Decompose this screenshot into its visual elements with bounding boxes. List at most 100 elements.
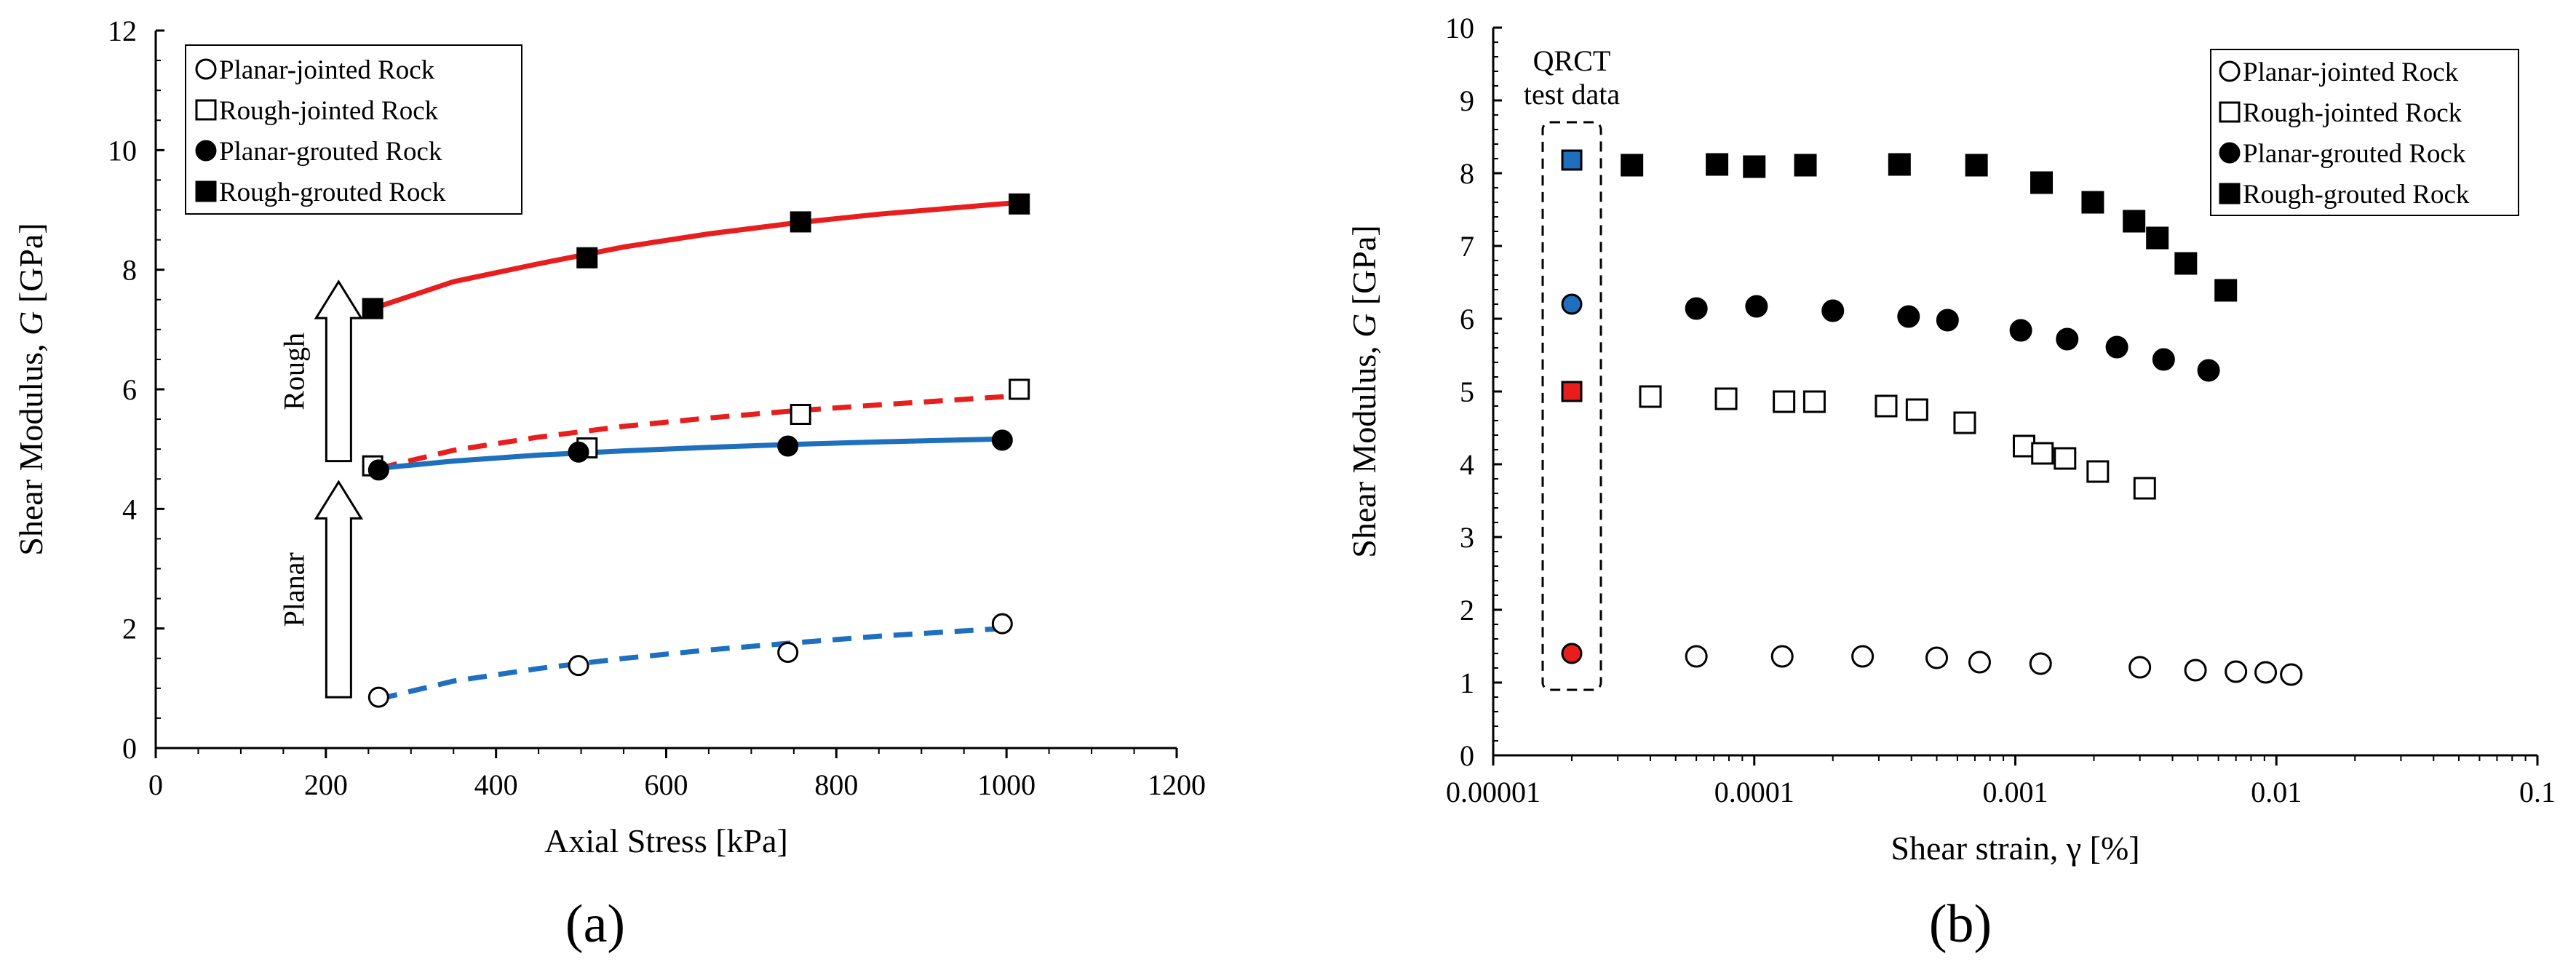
y-tick-label: 2 [1460,594,1474,627]
point-rough-grouted-rock [1794,154,1817,177]
point-rough-jointed-rock [1714,387,1738,410]
legend-label-planar-jointed-rock: Planar-jointed Rock [219,55,435,85]
point-rough-grouted-rock [1706,153,1729,176]
legend-label-rough-grouted-rock: Rough-grouted Rock [2243,180,2470,210]
x-tick-label: 600 [645,768,688,801]
x-tick-label: 200 [304,768,348,801]
legend-marker-rough-jointed-rock [195,99,217,121]
y-tick-label: 4 [1460,448,1474,481]
arrow-rough [314,279,364,463]
y-tick-label: 4 [122,493,137,525]
y-tick-label: 8 [1460,157,1474,190]
y-tick-label: 8 [122,254,137,287]
point-planar-grouted-rock [991,429,1013,451]
legend-label-planar-grouted-rock: Planar-grouted Rock [2243,139,2466,169]
y-tick-label: 1 [1460,667,1474,699]
legend-label-planar-jointed-rock: Planar-jointed Rock [2243,57,2459,87]
point-rough-jointed-rock [1875,394,1898,418]
x-tick-label: 0.01 [2251,776,2302,808]
point-planar-grouted-rock [1897,305,1920,328]
point-rough-grouted-rock [790,211,811,233]
y-axis-label-unit: [GPa] [1345,225,1383,313]
point-planar-grouted-rock [1821,299,1845,322]
point-planar-grouted-rock [367,459,389,481]
y-tick-label: 2 [122,613,137,645]
point-planar-jointed-rock [2225,660,2248,683]
legend-marker-rough-grouted-rock [195,180,217,202]
point-rough-grouted-rock [2174,252,2198,275]
point-planar-grouted-rock [1685,297,1708,320]
chart-panel-a: Rough Planar 0 2 4 6 8 10 12 0 200 400 600 800 1000 12… [12,15,1206,954]
point-rough-jointed-rock [1802,390,1826,413]
point-rough-grouted-rock [2081,191,2104,214]
y-tick-label: 6 [122,373,137,406]
point-planar-jointed-rock [568,655,589,677]
point-rough-jointed-rock [2054,447,2077,470]
y-axis-label: Shear Modulus, G [GPa] [12,223,49,555]
panel-b-label: (b) [1929,894,1992,954]
point-rough-grouted-rock [2030,171,2054,194]
point-planar-jointed-rock [1925,646,1949,669]
qrct-point-circle [1561,643,1583,664]
point-rough-grouted-rock [2123,210,2146,233]
point-planar-grouted-rock [2105,335,2128,359]
y-tick-label: 10 [1445,12,1474,44]
x-tick-label: 1200 [1148,768,1206,801]
x-axis-label: Shear strain, γ [%] [1891,830,2139,867]
y-tick-label: 0 [122,732,137,765]
point-planar-grouted-rock [2009,319,2032,342]
y-tick-label: 12 [108,15,137,47]
point-rough-jointed-rock [2031,442,2054,465]
point-rough-grouted-rock [2146,226,2169,250]
point-planar-jointed-rock [367,686,389,708]
x-tick-label: 0.1 [2519,776,2556,808]
arrow-planar [314,480,364,699]
point-planar-grouted-rock [1745,295,1768,318]
qrct-dashed-box [1541,121,1602,691]
point-rough-grouted-rock [1965,154,1988,177]
legend-marker-planar-jointed-rock [2219,60,2241,82]
point-planar-jointed-rock [1770,645,1794,668]
point-rough-jointed-rock [2086,460,2110,483]
annotation-rough: Rough [277,333,310,410]
y-tick-label: 9 [1460,84,1474,117]
qrct-point-circle [1561,293,1583,315]
point-rough-grouted-rock [2214,279,2238,302]
point-rough-jointed-rock [1905,398,1928,421]
y-axis-label-variable: G [1345,314,1383,338]
legend-label-rough-jointed-rock: Rough-jointed Rock [219,96,439,126]
point-planar-grouted-rock [568,441,589,463]
point-rough-jointed-rock [1773,390,1796,413]
panel-a-label: (a) [565,894,625,954]
trendline-planar-grouted-rock [378,436,1003,471]
y-tick-label: 7 [1460,230,1474,263]
point-rough-jointed-rock [2133,477,2156,500]
point-planar-jointed-rock [2184,659,2207,682]
x-tick-label: 1000 [977,768,1035,801]
trendline-planar-jointed-rock [378,626,1003,702]
qrct-label-line2: test data [1524,78,1620,111]
point-planar-jointed-rock [1685,645,1708,668]
x-tick-label: 0.00001 [1446,776,1541,808]
legend-label-rough-grouted-rock: Rough-grouted Rock [219,178,446,207]
legend-box [185,44,522,215]
point-planar-jointed-rock [777,642,799,664]
point-rough-jointed-rock [1009,378,1030,400]
x-tick-label: 400 [474,768,518,801]
x-tick-label: 800 [814,768,858,801]
point-planar-grouted-rock [2152,348,2175,371]
y-tick-label: 0 [1460,739,1474,772]
legend-marker-planar-grouted-rock [2219,142,2241,164]
legend-marker-rough-grouted-rock [2219,183,2241,204]
y-axis-label-text: Shear Modulus, [1345,338,1383,558]
y-axis-label-variable: G [12,311,49,335]
legend-label-rough-jointed-rock: Rough-jointed Rock [2243,98,2462,128]
point-rough-jointed-rock [1953,411,1976,434]
point-rough-grouted-rock [1009,193,1030,215]
point-rough-jointed-rock [1639,385,1662,408]
point-rough-grouted-rock [1888,153,1911,176]
annotation-planar: Planar [277,552,310,627]
point-planar-jointed-rock [2254,661,2278,684]
